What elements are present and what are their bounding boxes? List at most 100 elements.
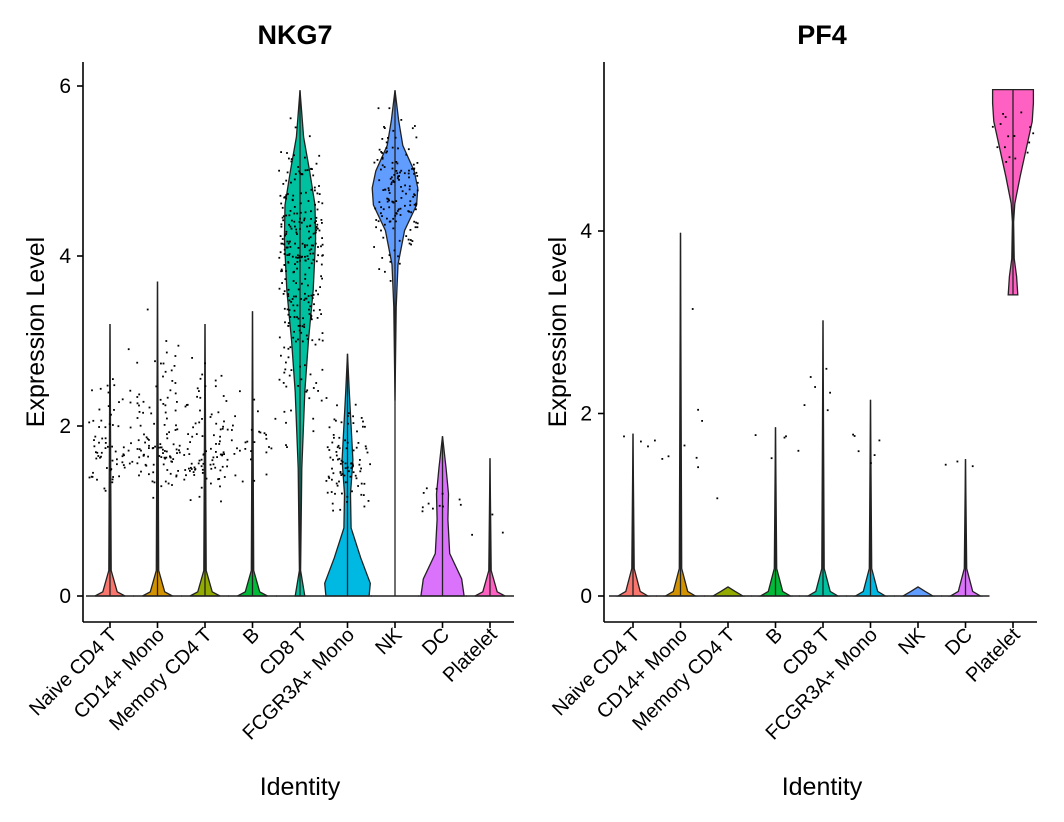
data-point <box>150 412 153 415</box>
data-point <box>163 424 166 426</box>
data-point <box>331 467 333 470</box>
data-point <box>397 147 399 150</box>
data-point <box>304 169 307 172</box>
data-point <box>415 203 418 205</box>
data-point <box>162 375 164 378</box>
data-point <box>337 444 340 447</box>
data-point <box>411 168 413 170</box>
data-point <box>282 293 285 295</box>
data-point <box>140 470 142 473</box>
data-point <box>194 422 197 425</box>
data-point <box>280 223 283 226</box>
data-point <box>336 446 339 449</box>
data-point <box>211 459 214 462</box>
data-point <box>826 409 829 412</box>
data-point <box>280 151 282 153</box>
data-point <box>321 332 324 334</box>
data-point <box>185 474 187 477</box>
data-point <box>377 220 380 223</box>
data-point <box>174 382 177 384</box>
data-point <box>380 151 383 153</box>
data-point <box>217 478 219 481</box>
data-point <box>382 189 385 191</box>
data-point <box>360 417 363 419</box>
y-axis-title: Expression Level <box>22 237 50 427</box>
data-point <box>148 406 151 409</box>
data-point <box>346 495 349 498</box>
data-point <box>408 210 410 213</box>
data-point <box>325 480 328 482</box>
data-point <box>336 484 339 487</box>
data-point <box>169 456 172 459</box>
data-point <box>381 257 384 259</box>
data-point <box>219 440 221 443</box>
data-point <box>338 480 340 483</box>
data-point <box>381 152 384 154</box>
data-point <box>351 466 354 468</box>
data-point <box>355 477 358 480</box>
data-point <box>111 459 114 462</box>
data-point <box>414 194 416 197</box>
data-point <box>390 176 393 179</box>
violin-platelet <box>991 88 1035 296</box>
data-point <box>407 148 410 151</box>
data-point <box>331 478 333 481</box>
data-point <box>284 368 287 371</box>
data-point <box>281 206 284 209</box>
data-point <box>317 293 319 296</box>
data-point <box>408 188 411 191</box>
data-point <box>140 449 142 452</box>
data-point <box>210 447 212 450</box>
data-point <box>333 418 336 421</box>
data-point <box>415 204 417 207</box>
y-tick-label: 6 <box>59 75 71 98</box>
y-tick-label: 2 <box>59 415 71 438</box>
data-point <box>309 305 312 308</box>
data-point <box>364 425 366 428</box>
data-point <box>386 150 388 153</box>
data-point <box>142 454 145 457</box>
data-point <box>306 225 308 228</box>
data-point <box>334 492 336 495</box>
data-point <box>103 487 106 490</box>
data-point <box>213 434 215 437</box>
data-point <box>101 437 104 440</box>
data-point <box>136 396 139 398</box>
data-point <box>222 395 225 397</box>
data-point <box>369 463 371 466</box>
data-point <box>288 214 291 217</box>
data-point <box>352 449 355 452</box>
data-point <box>128 462 131 465</box>
data-point <box>284 234 286 237</box>
data-point <box>304 273 307 276</box>
data-point <box>190 462 193 465</box>
data-point <box>210 482 212 485</box>
data-point <box>289 346 292 349</box>
data-point <box>366 451 369 454</box>
data-point <box>144 441 146 444</box>
violin-fcgr3a-mono <box>323 353 372 597</box>
data-point <box>234 474 237 477</box>
data-point <box>205 450 207 453</box>
data-point <box>392 227 395 230</box>
data-point <box>380 206 382 209</box>
data-point <box>412 163 415 166</box>
data-point <box>143 453 145 456</box>
data-point <box>233 453 236 455</box>
data-point <box>306 169 309 171</box>
data-point <box>214 466 217 469</box>
data-point <box>315 162 318 165</box>
data-point <box>92 419 95 422</box>
data-point <box>388 254 391 256</box>
data-point <box>408 185 411 188</box>
data-point <box>322 254 324 257</box>
data-point <box>106 467 108 469</box>
data-point <box>357 485 359 487</box>
data-point <box>344 467 347 469</box>
data-point <box>312 232 315 235</box>
data-point <box>166 469 169 471</box>
data-point <box>332 509 334 512</box>
data-point <box>236 447 238 450</box>
data-point <box>315 260 318 263</box>
